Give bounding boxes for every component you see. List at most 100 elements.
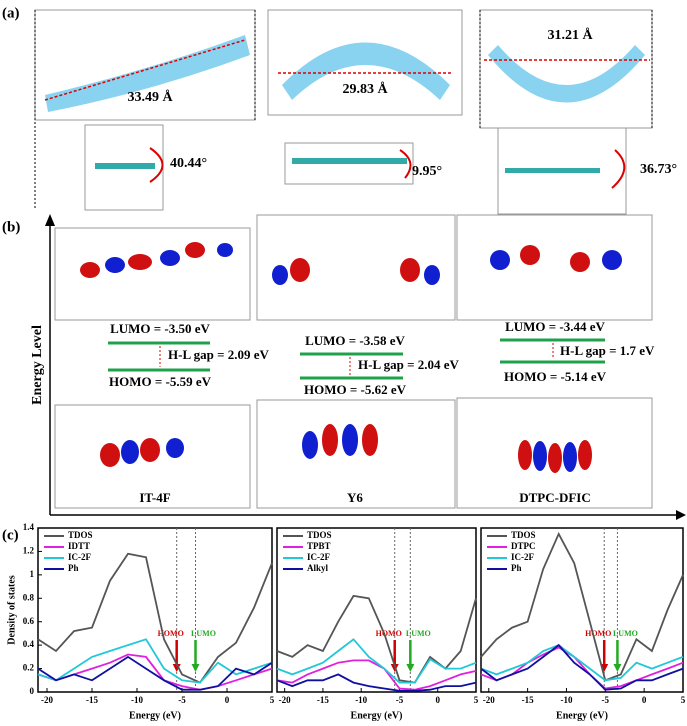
length-label: 33.49 Å: [127, 89, 173, 105]
arrow-head: [676, 510, 686, 520]
level-label: HOMO: [585, 629, 611, 638]
homo-label: HOMO = -5.62 eV: [304, 382, 407, 397]
molecule-name: Y6: [347, 490, 363, 505]
angle-arrow: [399, 149, 412, 179]
orbital-boxes: [54, 214, 653, 509]
dos-line: [480, 644, 684, 682]
dos-line: [276, 673, 477, 692]
x-tick-label: 5: [474, 695, 479, 705]
legend-label: Ph: [511, 563, 522, 573]
lumo-label: LUMO = -3.44 eV: [505, 319, 605, 334]
panel-label: (a): [2, 5, 20, 21]
plot-frame: [480, 527, 684, 693]
x-tick-label: -10: [560, 695, 572, 705]
length-label: 31.21 Å: [547, 27, 593, 43]
side-backbone: [292, 158, 407, 164]
y-tick-label: 0: [30, 686, 35, 696]
x-tick-label: 5: [270, 695, 275, 705]
side-backbone: [505, 168, 600, 173]
level-arrow-head: [613, 664, 622, 672]
x-tick-label: -10: [355, 695, 367, 705]
angle-arrow: [611, 149, 626, 189]
plot-frame: [37, 527, 273, 693]
backbone: [488, 45, 645, 103]
y-tick-label: 0.4: [23, 639, 35, 649]
x-tick-label: -5: [602, 695, 610, 705]
gap-label: H-L gap = 2.04 eV: [358, 357, 460, 372]
legend-label: Ph: [68, 563, 79, 573]
x-axis-label: Energy (eV): [351, 710, 403, 721]
level-arrow-head: [191, 664, 200, 672]
x-tick-label: -20: [279, 695, 291, 705]
axis-label: Energy Level: [30, 325, 45, 405]
arrow-head: [45, 214, 55, 226]
legend-label: TPBT: [307, 541, 331, 551]
level-label: LUMO: [613, 629, 638, 638]
legend-label: IC-2F: [307, 552, 330, 562]
dos-line: [276, 638, 477, 684]
legend-label: TDOS: [307, 530, 332, 540]
x-axis-label: Energy (eV): [129, 710, 181, 721]
backbone: [282, 42, 450, 100]
molecule-box: [267, 9, 463, 116]
y-tick-label: 0.8: [23, 592, 35, 602]
level-label: HOMO: [158, 629, 184, 638]
molecule-name: DTPC-DFIC: [519, 490, 591, 505]
x-tick-label: 0: [435, 695, 440, 705]
orbital: [54, 227, 251, 321]
x-tick-label: -10: [131, 695, 143, 705]
x-tick-label: -15: [522, 695, 534, 705]
level-label: LUMO: [191, 629, 216, 638]
orbital: [256, 214, 456, 321]
x-tick-label: 5: [681, 695, 686, 705]
legend-label: TDOS: [68, 530, 93, 540]
panel-label: (c): [2, 527, 19, 543]
level-label: LUMO: [406, 629, 431, 638]
level-label: HOMO: [376, 629, 402, 638]
angle-label: 40.44°: [170, 156, 207, 171]
angle-label: 9.95°: [412, 164, 442, 179]
lumo-label: LUMO = -3.58 eV: [305, 333, 405, 348]
y-tick-label: 1.2: [23, 545, 35, 555]
molecule-name: IT-4F: [139, 490, 170, 505]
lumo-label: LUMO = -3.50 eV: [110, 321, 210, 336]
homo-label: HOMO = -5.59 eV: [109, 374, 212, 389]
side-backbone: [95, 163, 155, 169]
orbital: [256, 399, 456, 509]
legend-label: Alkyl: [307, 563, 329, 573]
y-tick-label: 1.4: [23, 522, 35, 532]
dos-line: [480, 643, 684, 691]
plot-frame: [276, 527, 477, 693]
level-arrow-head: [406, 664, 415, 672]
homo-label: HOMO = -5.14 eV: [504, 369, 607, 384]
angle-arrow: [149, 147, 164, 183]
x-tick-label: -5: [178, 695, 186, 705]
dos-line: [480, 531, 684, 682]
gap-label: H-L gap = 2.09 eV: [168, 347, 270, 362]
gap-label: H-L gap = 1.7 eV: [560, 343, 655, 358]
length-label: 29.83 Å: [342, 81, 388, 97]
x-tick-label: -5: [396, 695, 404, 705]
legend-label: DTPC: [511, 541, 536, 551]
dos-line: [37, 638, 273, 684]
x-tick-label: -15: [317, 695, 329, 705]
angle-label: 36.73°: [640, 162, 677, 177]
legend-label: TDOS: [511, 530, 536, 540]
panel-label: (b): [2, 219, 20, 235]
y-axis-label: Density of states: [6, 575, 17, 645]
x-tick-label: 0: [642, 695, 647, 705]
dos-line: [37, 552, 273, 684]
y-tick-label: 1: [30, 569, 35, 579]
dos-line: [480, 646, 684, 690]
legend-label: IC-2F: [68, 552, 91, 562]
dos-line: [37, 653, 273, 691]
y-tick-label: 0.6: [23, 616, 35, 626]
x-tick-label: -20: [483, 695, 495, 705]
orbital: [456, 214, 653, 321]
x-tick-label: 0: [225, 695, 230, 705]
dos-line: [276, 659, 477, 691]
dos-line: [37, 655, 273, 691]
legend-label: IC-2F: [511, 552, 534, 562]
y-tick-label: 0.2: [23, 663, 35, 673]
x-tick-label: -20: [41, 695, 53, 705]
